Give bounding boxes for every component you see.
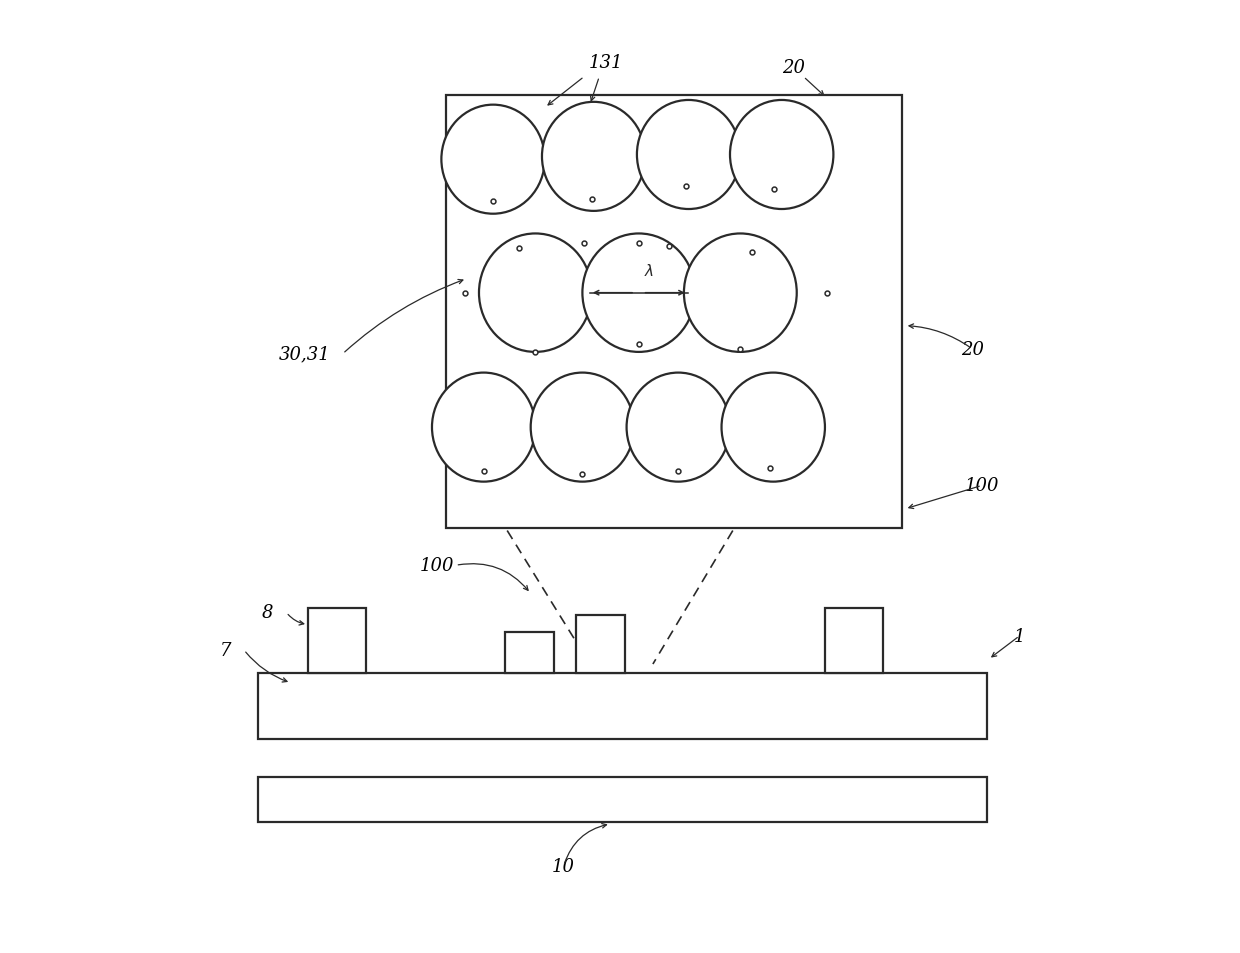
Bar — [258, 674, 987, 740]
Ellipse shape — [730, 101, 833, 210]
Text: $\lambda$: $\lambda$ — [645, 262, 655, 278]
Ellipse shape — [479, 234, 591, 353]
Ellipse shape — [626, 374, 730, 482]
Bar — [258, 777, 987, 822]
Ellipse shape — [637, 101, 740, 210]
Text: 100: 100 — [965, 476, 999, 495]
Ellipse shape — [684, 234, 797, 353]
Bar — [825, 608, 883, 674]
Text: 1: 1 — [1014, 627, 1025, 645]
Ellipse shape — [583, 234, 696, 353]
Ellipse shape — [542, 103, 645, 212]
Ellipse shape — [441, 106, 544, 214]
Ellipse shape — [531, 374, 634, 482]
Ellipse shape — [722, 374, 825, 482]
Text: 131: 131 — [589, 54, 624, 72]
Text: 20: 20 — [782, 59, 806, 77]
Bar — [446, 96, 901, 528]
Text: 100: 100 — [419, 557, 454, 575]
Text: 7: 7 — [219, 641, 231, 659]
Text: 30,31: 30,31 — [279, 345, 331, 363]
Text: 10: 10 — [552, 858, 575, 875]
Bar — [575, 616, 625, 674]
Bar — [308, 608, 366, 674]
Bar — [506, 633, 554, 674]
Text: 8: 8 — [262, 603, 273, 621]
Ellipse shape — [432, 374, 536, 482]
Text: 20: 20 — [961, 341, 985, 358]
